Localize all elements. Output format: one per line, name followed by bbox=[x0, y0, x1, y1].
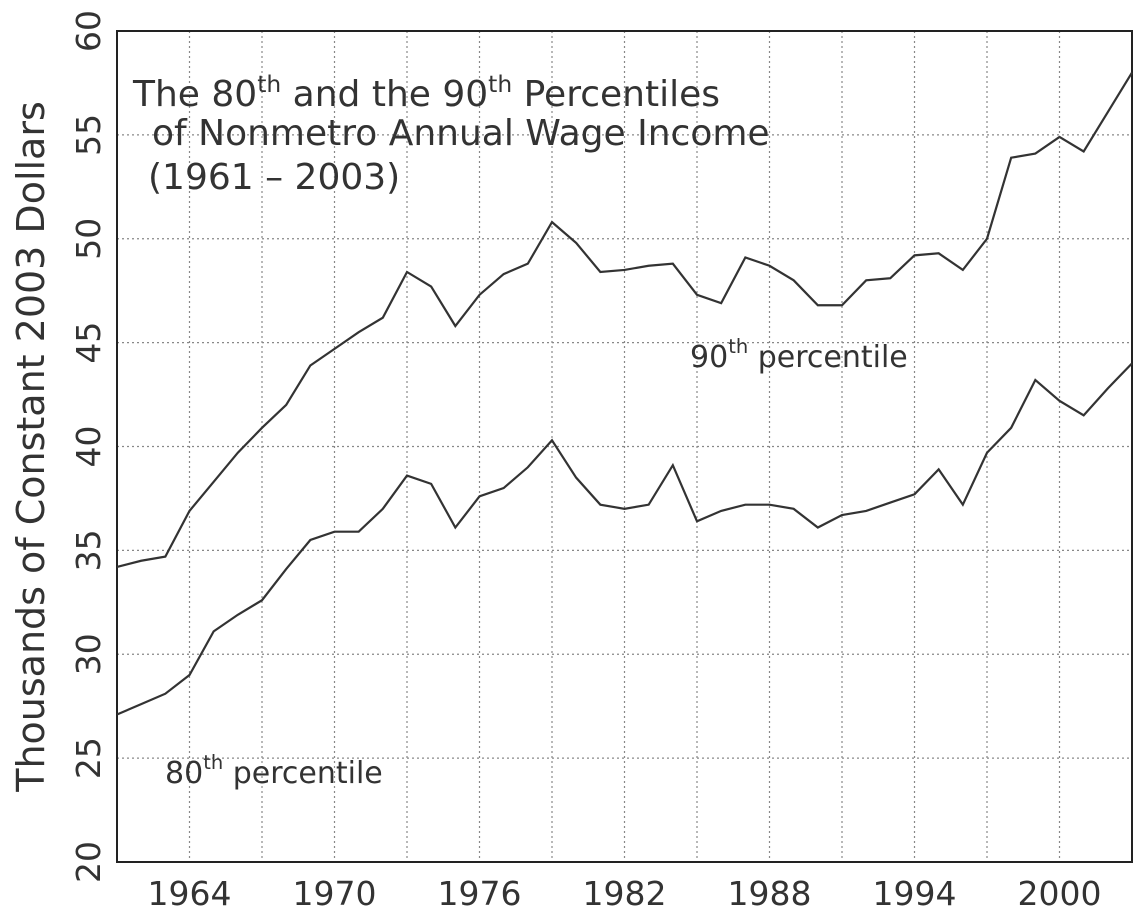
chart-title-part: th bbox=[257, 70, 281, 98]
y-tick-label: 35 bbox=[69, 529, 108, 571]
chart-title-part: th bbox=[488, 70, 512, 98]
y-tick-label: 25 bbox=[69, 737, 108, 779]
series-label: 80th percentile bbox=[165, 751, 383, 791]
chart-title-part: The 80 bbox=[132, 74, 257, 115]
y-tick-label: 45 bbox=[69, 322, 108, 364]
x-tick-label: 2000 bbox=[1018, 874, 1102, 913]
series-label-part: 90 bbox=[690, 340, 728, 375]
series-label-part: th bbox=[203, 751, 223, 774]
y-tick-label: 60 bbox=[69, 10, 108, 52]
x-tick-label: 1976 bbox=[438, 874, 522, 913]
series-line bbox=[116, 362, 1133, 716]
y-tick-label: 50 bbox=[69, 218, 108, 260]
chart-title-part: and the 90 bbox=[281, 74, 488, 115]
y-tick-label: 55 bbox=[69, 114, 108, 156]
series-label-part: percentile bbox=[223, 756, 383, 791]
chart-title: (1961 – 2003) bbox=[148, 157, 400, 198]
x-tick-label: 1994 bbox=[873, 874, 957, 913]
chart-title-part: Percentiles bbox=[512, 74, 720, 115]
chart-title-part: (1961 – 2003) bbox=[148, 157, 400, 198]
chart-title: The 80th and the 90th Percentiles bbox=[132, 70, 720, 115]
x-tick-label: 1988 bbox=[728, 874, 812, 913]
series-label-part: th bbox=[728, 335, 748, 358]
y-tick-label: 30 bbox=[69, 633, 108, 675]
chart-title: of Nonmetro Annual Wage Income bbox=[152, 113, 770, 154]
x-tick-label: 1982 bbox=[583, 874, 667, 913]
x-tick-label: 1964 bbox=[148, 874, 232, 913]
y-tick-label: 20 bbox=[69, 841, 108, 883]
series-label-part: percentile bbox=[748, 340, 908, 375]
series-label: 90th percentile bbox=[690, 335, 908, 375]
y-tick-label: 40 bbox=[69, 426, 108, 468]
series-line bbox=[116, 71, 1133, 569]
plot-frame bbox=[116, 30, 1133, 863]
series-label-part: 80 bbox=[165, 756, 203, 791]
x-tick-label: 1970 bbox=[293, 874, 377, 913]
chart-title-part: of Nonmetro Annual Wage Income bbox=[152, 113, 770, 154]
y-axis-label: Thousands of Constant 2003 Dollars bbox=[9, 101, 53, 793]
